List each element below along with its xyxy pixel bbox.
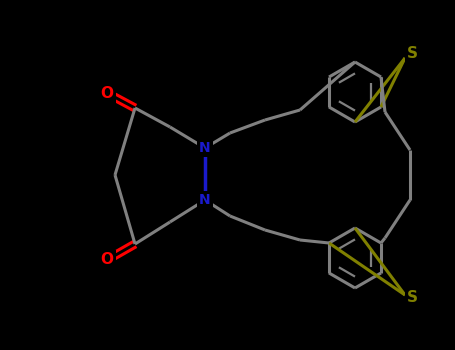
Text: O: O	[101, 252, 113, 267]
Text: N: N	[199, 141, 211, 155]
Text: O: O	[101, 85, 113, 100]
Text: S: S	[406, 46, 418, 61]
Text: N: N	[199, 193, 211, 207]
Text: S: S	[406, 290, 418, 306]
